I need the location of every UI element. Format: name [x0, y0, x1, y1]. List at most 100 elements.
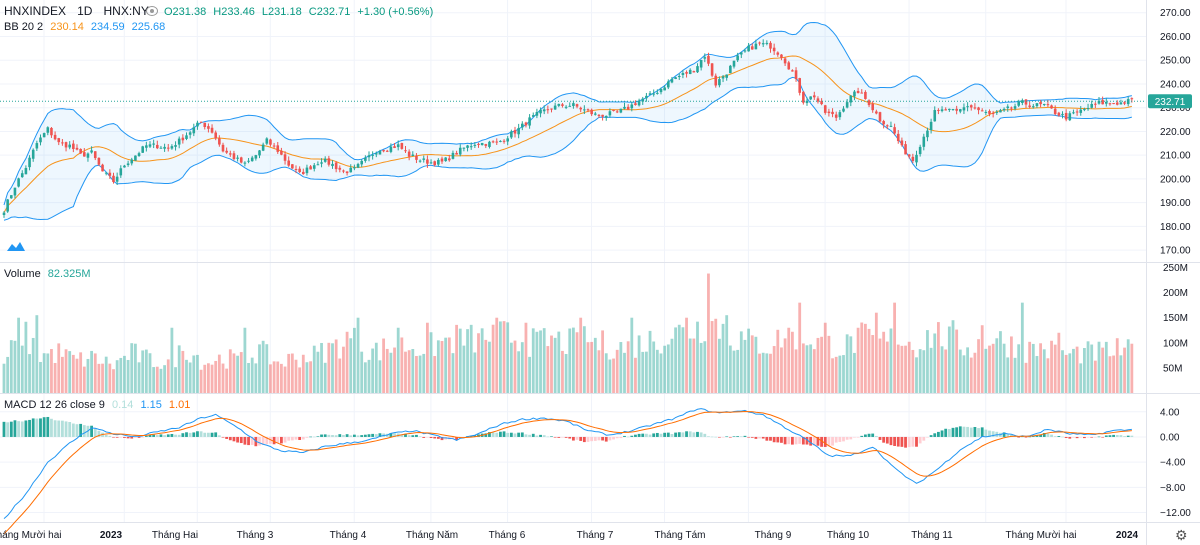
macd-hist-bar — [641, 433, 645, 437]
volume-bar — [747, 328, 750, 393]
volume-bar — [586, 342, 590, 393]
volume-bar — [864, 323, 867, 393]
macd-hist-bar — [626, 436, 630, 438]
candle — [1053, 105, 1057, 116]
macd-hist-bar — [31, 418, 35, 437]
macd-hist-bar — [436, 436, 440, 439]
candle — [199, 121, 203, 123]
candlestick-series — [0, 39, 1146, 218]
price-tick-label: 210.00 — [1160, 151, 1191, 162]
macd-hist-bar — [685, 431, 688, 437]
volume-bar — [517, 351, 521, 393]
candle — [685, 70, 688, 78]
volume-bar — [601, 330, 604, 393]
volume-bar — [400, 337, 404, 393]
candle — [134, 155, 137, 161]
candle — [564, 105, 568, 110]
volume-bar — [1039, 343, 1042, 393]
time-tick-label: Tháng Năm — [406, 530, 458, 541]
candle — [944, 107, 947, 111]
candle — [718, 76, 721, 88]
volume-bar — [210, 364, 214, 393]
symbol-legend[interactable]: HNXINDEX 1D HNX:NY — [4, 4, 153, 19]
volume-bar — [1115, 338, 1119, 393]
macd-hist-bar — [791, 436, 794, 445]
volume-bar — [488, 341, 491, 393]
volume-bar — [929, 347, 933, 393]
bb-legend[interactable]: BB 20 2 230.14 234.59 225.68 — [4, 20, 169, 34]
candle — [280, 147, 283, 156]
candle — [28, 155, 31, 171]
volume-bar — [166, 359, 170, 393]
candle — [181, 134, 185, 144]
volume-bar — [791, 331, 794, 393]
candle — [367, 151, 371, 162]
volume-legend[interactable]: Volume 82.325M — [4, 267, 95, 281]
volume-bar — [648, 330, 652, 393]
volume-bar — [225, 368, 229, 393]
price-tick-label: 260.00 — [1160, 32, 1191, 43]
volume-bar — [331, 343, 334, 393]
macd-hist-bar — [46, 416, 50, 437]
volume-bar — [17, 317, 20, 393]
candle — [407, 149, 411, 161]
candle — [46, 126, 50, 136]
macd-hist-bar — [39, 418, 42, 437]
volume-bar — [568, 328, 572, 393]
price-tick-label: 170.00 — [1160, 246, 1191, 257]
candle — [356, 162, 360, 169]
candle — [1021, 98, 1024, 106]
candle — [667, 79, 670, 90]
candle — [776, 51, 780, 57]
macd-legend[interactable]: MACD 12 26 close 9 0.14 1.15 1.01 — [4, 398, 194, 412]
macd-hist-bar — [947, 429, 951, 437]
candle — [1050, 104, 1053, 109]
volume-bar — [896, 344, 900, 393]
volume-bar — [838, 355, 842, 393]
volume-bar — [1010, 336, 1013, 393]
volume-bar — [276, 361, 280, 393]
volume-bar — [780, 347, 783, 393]
symbol-name[interactable]: HNXINDEX — [4, 4, 67, 18]
candle — [940, 106, 944, 113]
macd-hist-bar — [298, 436, 302, 440]
macd-hist-bar — [944, 428, 948, 437]
candle — [670, 76, 674, 84]
volume-bar — [593, 337, 597, 393]
price-axes[interactable]: 270.00 260.00 250.00 240.00 230.00 220.00 210.… — [1160, 8, 1191, 519]
candle — [440, 156, 444, 164]
volume-bar — [214, 360, 218, 393]
volume-bar — [900, 345, 904, 393]
tradingview-logo-icon[interactable] — [6, 240, 26, 252]
volume-bar — [940, 346, 944, 393]
time-axis[interactable]: Tháng Mười hai 2023 Tháng Hai Tháng 3 Tháng … — [0, 530, 1139, 541]
macd-hist-bar — [940, 430, 944, 437]
interval[interactable]: 1D — [77, 4, 93, 18]
macd-hist-bar — [520, 432, 524, 437]
macd-hist-bar — [301, 436, 305, 440]
candle — [853, 89, 856, 101]
settings-gear-icon[interactable]: ⚙ — [1175, 527, 1188, 543]
bb-fill — [4, 22, 1132, 221]
macd-hist-bar — [758, 436, 761, 439]
volume-bar — [217, 354, 221, 393]
macd-hist-bar — [367, 434, 371, 437]
candle — [1032, 103, 1035, 109]
candle — [214, 130, 217, 141]
volume-bar — [462, 345, 466, 393]
macd-hist-bar — [82, 425, 86, 437]
volume-bar — [641, 351, 645, 393]
visibility-eye-icon[interactable] — [146, 6, 158, 16]
macd-hist-bar — [1057, 436, 1061, 437]
macd-hist-bar — [677, 432, 681, 437]
macd-hist-bar — [349, 435, 353, 437]
volume-bar — [550, 335, 553, 393]
volume-bar — [236, 355, 239, 393]
volume-bar — [316, 351, 320, 393]
candle — [918, 144, 922, 157]
macd-hist-bar — [404, 433, 407, 437]
volume-bar — [1086, 341, 1090, 393]
exchange[interactable]: HNX:NY — [103, 4, 149, 18]
candle — [349, 164, 353, 173]
